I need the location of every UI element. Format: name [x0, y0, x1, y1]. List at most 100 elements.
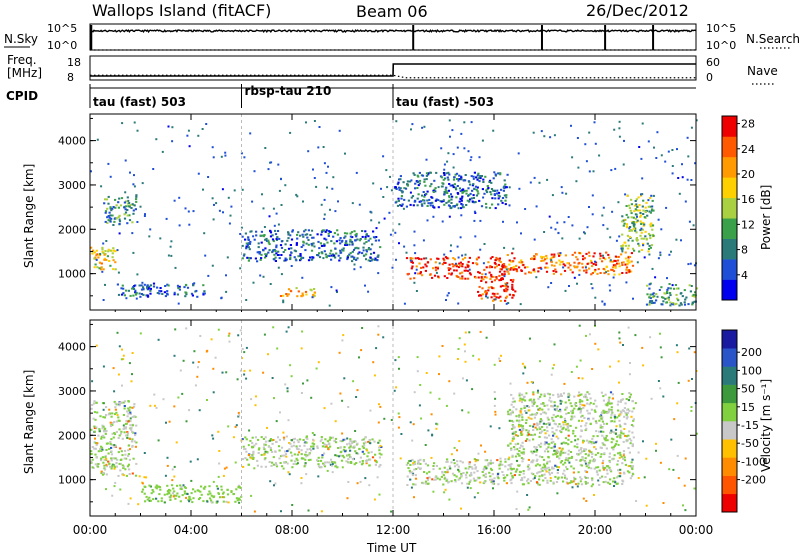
velocity-cell	[471, 467, 474, 470]
power-cell	[323, 237, 326, 240]
velocity-cell	[95, 456, 98, 459]
power-cell	[468, 272, 472, 275]
velocity-cell	[345, 460, 348, 463]
velocity-cell	[566, 426, 570, 429]
nave-trace	[90, 74, 696, 79]
power-cell	[578, 269, 581, 272]
velocity-cell	[148, 484, 151, 487]
velocity-cell	[566, 422, 569, 425]
velocity-cell	[565, 428, 568, 431]
power-cell	[311, 296, 314, 299]
power-cell	[405, 205, 408, 208]
power-cell	[277, 163, 280, 166]
velocity-cell	[134, 432, 137, 435]
power-cell	[490, 275, 493, 278]
velocity-cell	[508, 456, 511, 459]
power-cell	[293, 256, 296, 259]
velocity-cell	[562, 451, 565, 454]
velocity-cell	[602, 399, 605, 402]
velocity-cell	[305, 441, 308, 444]
velocity-cell	[533, 450, 536, 453]
velocity-cell	[551, 466, 554, 469]
velocity-cell	[541, 466, 544, 469]
velocity-cell	[185, 496, 187, 499]
power-cell	[624, 251, 627, 254]
velocity-cell	[334, 461, 337, 464]
power-cell	[395, 120, 398, 123]
velocity-cell	[302, 457, 305, 460]
power-cell	[488, 271, 491, 274]
power-cell	[687, 303, 690, 306]
velocity-cell	[292, 438, 295, 441]
power-cell	[312, 242, 315, 245]
velocity-cell	[303, 444, 306, 447]
power-cell	[650, 244, 654, 247]
power-cell	[463, 269, 466, 272]
power-cell	[139, 295, 142, 298]
velocity-cell	[153, 393, 156, 396]
power-cell	[415, 290, 418, 292]
velocity-cell	[93, 400, 96, 403]
velocity-cell	[312, 447, 315, 450]
velocity-cell	[288, 473, 291, 476]
power-cell	[499, 261, 502, 263]
velocity-cell	[693, 351, 696, 354]
velocity-cell	[122, 474, 125, 477]
power-cell	[648, 303, 651, 306]
power-cell	[284, 243, 287, 246]
power-cell	[644, 206, 647, 209]
velocity-cell	[632, 436, 635, 439]
velocity-cell	[519, 410, 522, 413]
power-cell	[461, 203, 464, 206]
velocity-cell	[424, 480, 428, 483]
power-cell	[624, 257, 628, 260]
velocity-cell	[134, 434, 137, 437]
velocity-cell	[564, 461, 567, 464]
power-cell	[469, 192, 472, 195]
velocity-cell	[627, 465, 630, 468]
velocity-cell	[551, 405, 555, 408]
power-cell	[514, 290, 517, 293]
power-cell	[613, 259, 616, 262]
beam-title: Beam 06	[356, 2, 428, 21]
power-cell	[481, 139, 484, 142]
power-cell	[433, 206, 436, 209]
velocity-cell	[212, 391, 215, 394]
velocity-cell	[550, 446, 553, 449]
power-cell	[344, 152, 346, 155]
power-cell	[666, 297, 669, 300]
power-cell	[560, 273, 563, 276]
velocity-cell	[592, 402, 595, 405]
power-cell	[676, 297, 679, 300]
power-cell	[425, 158, 428, 161]
power-cell	[641, 193, 644, 196]
velocity-cell	[292, 463, 295, 465]
velocity-cell	[499, 360, 502, 362]
power-cell	[639, 229, 642, 232]
velocity-cell	[520, 477, 524, 480]
power-cell	[476, 178, 479, 181]
power-cell	[465, 204, 468, 206]
velocity-cell	[559, 461, 562, 464]
power-cell	[501, 265, 504, 268]
power-cell	[415, 268, 418, 271]
power-cell	[649, 225, 652, 228]
power-cell	[177, 287, 180, 290]
velocity-cell	[581, 404, 584, 407]
velocity-cell	[263, 333, 266, 336]
velocity-cell	[592, 459, 595, 462]
power-cell	[648, 210, 651, 213]
velocity-cell	[409, 421, 412, 424]
power-cell	[520, 259, 523, 262]
velocity-cell	[595, 422, 598, 425]
power-cell	[518, 261, 521, 264]
velocity-cell	[613, 444, 616, 447]
power-cell	[458, 174, 461, 177]
freq-nave-traces	[90, 63, 696, 79]
power-cell	[683, 289, 686, 292]
power-cell	[313, 294, 316, 297]
velocity-cell	[546, 479, 549, 482]
velocity-cell	[232, 436, 235, 439]
velocity-cell	[642, 440, 644, 443]
velocity-cell	[414, 474, 417, 477]
